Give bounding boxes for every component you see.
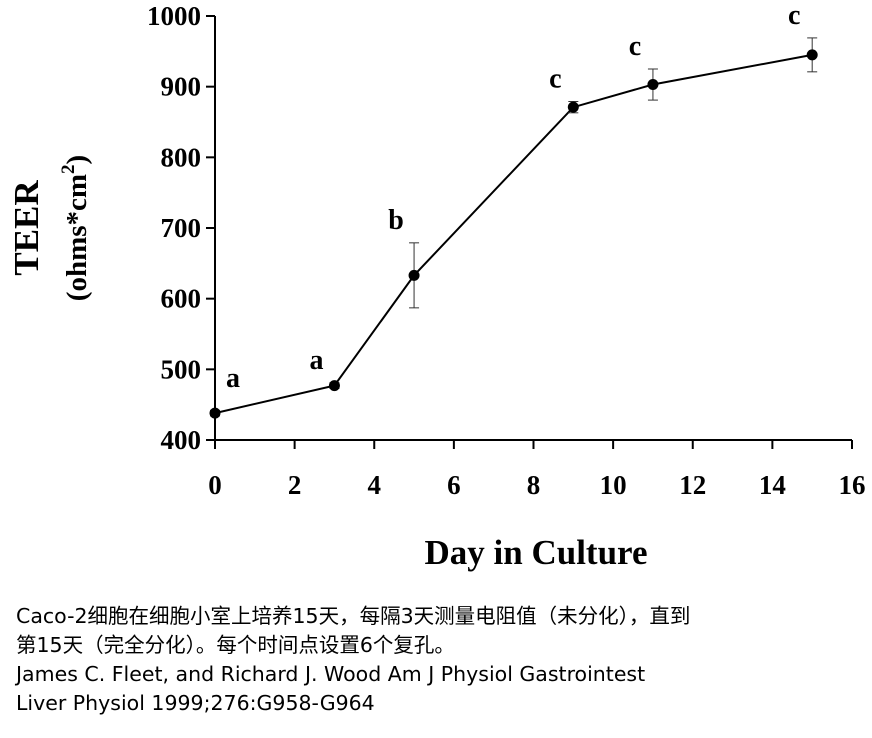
- data-point: [209, 407, 221, 419]
- y-axis-unit-superscript: 2: [58, 164, 79, 174]
- y-axis-unit: (ohms*cm2): [58, 155, 93, 301]
- figure-caption: Caco-2细胞在细胞小室上培养15天，每隔3天测量电阻值（未分化），直到 第1…: [16, 602, 866, 718]
- y-tick-label: 800: [161, 142, 202, 172]
- chart-axes: [214, 16, 852, 441]
- caption-line-4: Liver Physiol 1999;276:G958-G964: [16, 691, 375, 715]
- data-point: [567, 101, 579, 113]
- group-letter-label: c: [629, 31, 641, 62]
- group-letter-label: a: [309, 345, 323, 376]
- caption-line-3: James C. Fleet, and Richard J. Wood Am J…: [16, 662, 646, 686]
- data-point: [806, 49, 818, 61]
- y-tick-label: 500: [161, 354, 202, 384]
- x-tick-label: 16: [839, 470, 866, 500]
- x-tick-label: 8: [527, 470, 541, 500]
- x-tick-label: 2: [288, 470, 302, 500]
- data-series: [209, 37, 818, 419]
- group-letter-label: c: [549, 64, 561, 95]
- y-tick-label: 600: [161, 284, 202, 314]
- teer-line-chart: 400 500 600 700 800 900 1000 0 2 4 6 8 10 12 14 16 a a b…: [7, 0, 866, 572]
- group-letter-label: c: [788, 0, 800, 31]
- y-axis-unit-prefix: (ohms*cm: [61, 174, 93, 301]
- y-axis-title: TEER: [7, 180, 46, 276]
- x-tick-label: 6: [447, 470, 461, 500]
- x-axis-title: Day in Culture: [425, 533, 648, 572]
- x-tick-label: 4: [368, 470, 382, 500]
- y-tick-label: 900: [161, 72, 202, 102]
- series-line: [214, 53, 813, 415]
- data-point: [408, 269, 420, 281]
- group-letter-label: b: [388, 205, 404, 236]
- group-letter-label: a: [226, 363, 240, 394]
- y-tick-label: 700: [161, 213, 202, 243]
- caption-line-2: 第15天（完全分化）。每个时间点设置6个复孔。: [16, 633, 455, 657]
- x-tick-label: 0: [208, 470, 222, 500]
- group-letters: a a b c c c: [226, 0, 800, 394]
- caption-line-1: Caco-2细胞在细胞小室上培养15天，每隔3天测量电阻值（未分化），直到: [16, 604, 691, 628]
- y-tick-label: 1000: [147, 1, 201, 31]
- y-axis-unit-suffix: ): [61, 155, 93, 165]
- x-tick-label: 14: [759, 470, 786, 500]
- x-tick-label: 10: [600, 470, 627, 500]
- y-axis-ticks: 400 500 600 700 800 900 1000: [147, 1, 215, 455]
- x-tick-label: 12: [679, 470, 706, 500]
- data-point: [647, 79, 659, 91]
- y-tick-label: 400: [161, 425, 202, 455]
- data-point: [328, 380, 340, 392]
- x-axis-ticks: 0 2 4 6 8 10 12 14 16: [208, 440, 866, 500]
